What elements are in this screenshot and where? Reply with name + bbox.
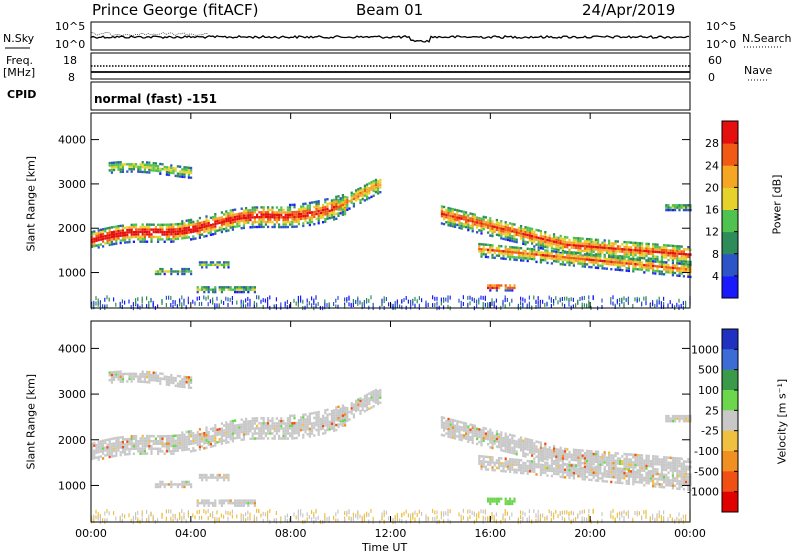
n-search-tick-bottom: 10^0 bbox=[706, 38, 737, 51]
velocity-colorbar-segment bbox=[722, 329, 738, 350]
velocity-ytick-label: 3000 bbox=[58, 388, 86, 401]
velocity-ytick-label: 2000 bbox=[58, 434, 86, 447]
power-colorbar-tick-label: 8 bbox=[712, 248, 719, 261]
power-panel-frame bbox=[90, 112, 691, 309]
time-tick-label: 20:00 bbox=[574, 527, 606, 540]
nave-tick-top: 60 bbox=[708, 54, 722, 67]
velocity-colorbar-segment bbox=[722, 349, 738, 371]
power-colorbar-tick-label: 24 bbox=[705, 159, 719, 172]
velocity-colorbar-tick-label: 25 bbox=[705, 404, 719, 417]
power-colorbar-segment bbox=[722, 121, 738, 144]
velocity-colorbar-segment bbox=[722, 369, 738, 391]
n-sky-label: N.Sky bbox=[3, 32, 35, 45]
power-colorbar-segment bbox=[722, 275, 738, 299]
time-tick-label: 00:00 bbox=[674, 527, 706, 540]
time-tick-label: 00:00 bbox=[75, 527, 107, 540]
velocity-colorbar-tick-label: 1000 bbox=[691, 343, 719, 356]
velocity-colorbar-tick-label: -100 bbox=[694, 445, 719, 458]
velocity-colorbar-tick-label: 500 bbox=[698, 364, 719, 377]
power-heatmap bbox=[91, 161, 692, 311]
velocity-panel-frame bbox=[90, 320, 691, 523]
time-tick-label: 16:00 bbox=[474, 527, 506, 540]
freq-unit-label: [MHz] bbox=[3, 66, 36, 79]
cpid-mode-text: normal (fast) -151 bbox=[94, 92, 217, 106]
noise-sky-trace bbox=[90, 34, 690, 43]
velocity-ytick-label: 1000 bbox=[58, 479, 86, 492]
power-ytick-label: 1000 bbox=[58, 267, 86, 280]
power-colorbar-segment bbox=[722, 187, 738, 210]
power-colorbar-tick-label: 4 bbox=[712, 270, 719, 283]
power-ytick-label: 2000 bbox=[58, 222, 86, 235]
power-colorbar-segment bbox=[722, 165, 738, 188]
freq-label: Freq. bbox=[6, 54, 34, 67]
velocity-colorbar-segment bbox=[722, 491, 738, 513]
velocity-colorbar-tick-label: -500 bbox=[694, 465, 719, 478]
nave-label: Nave bbox=[744, 64, 773, 77]
velocity-colorbar-segment bbox=[722, 471, 738, 493]
noise-panel-frame bbox=[90, 21, 691, 51]
velocity-ytick-label: 4000 bbox=[58, 342, 86, 355]
velocity-colorbar-tick-label: -1000 bbox=[687, 486, 719, 499]
power-colorbar-tick-label: 20 bbox=[705, 181, 719, 194]
time-tick-label: 12:00 bbox=[375, 527, 407, 540]
power-colorbar-segment bbox=[722, 231, 738, 255]
n-search-tick-top: 10^5 bbox=[706, 20, 737, 33]
power-colorbar-tick-label: 16 bbox=[705, 204, 719, 217]
velocity-colorbar-tick-label: -25 bbox=[701, 425, 719, 438]
power-colorbar-segment bbox=[722, 209, 738, 233]
velocity-colorbar-segment bbox=[722, 410, 738, 432]
beam-label: Beam 01 bbox=[356, 1, 424, 19]
nave-tick-bottom: 0 bbox=[708, 71, 715, 84]
time-tick-label: 04:00 bbox=[175, 527, 207, 540]
power-colorbar-tick-label: 12 bbox=[705, 226, 719, 239]
freq-tick-top: 18 bbox=[63, 54, 77, 67]
freq-tick-bottom: 8 bbox=[68, 71, 75, 84]
velocity-colorbar-segment bbox=[722, 430, 738, 452]
power-ytick-label: 3000 bbox=[58, 178, 86, 191]
station-title: Prince George (fitACF) bbox=[92, 1, 259, 19]
time-tick-label: 08:00 bbox=[275, 527, 307, 540]
date-label: 24/Apr/2019 bbox=[582, 1, 676, 19]
n-search-label: N.Search bbox=[742, 32, 792, 45]
power-colorbar-segment bbox=[722, 253, 738, 277]
power-ytick-label: 4000 bbox=[58, 134, 86, 147]
velocity-colorbar-tick-label: 100 bbox=[698, 384, 719, 397]
power-colorbar-tick-label: 28 bbox=[705, 137, 719, 150]
noise-search-trace bbox=[90, 32, 209, 36]
velocity-colorbar-segment bbox=[722, 390, 738, 411]
velocity-colorbar-segment bbox=[722, 451, 738, 472]
power-colorbar-segment bbox=[722, 143, 738, 166]
velocity-heatmap bbox=[91, 370, 692, 525]
velocity-colorbar-frame bbox=[721, 328, 739, 513]
time-axis-label: Time UT bbox=[362, 541, 408, 554]
n-sky-tick-bottom: 10^0 bbox=[55, 38, 86, 51]
freq-panel-frame bbox=[90, 52, 691, 80]
n-sky-tick-top: 10^5 bbox=[55, 20, 86, 33]
cpid-panel-frame bbox=[90, 81, 691, 111]
cpid-label: CPID bbox=[7, 88, 37, 101]
